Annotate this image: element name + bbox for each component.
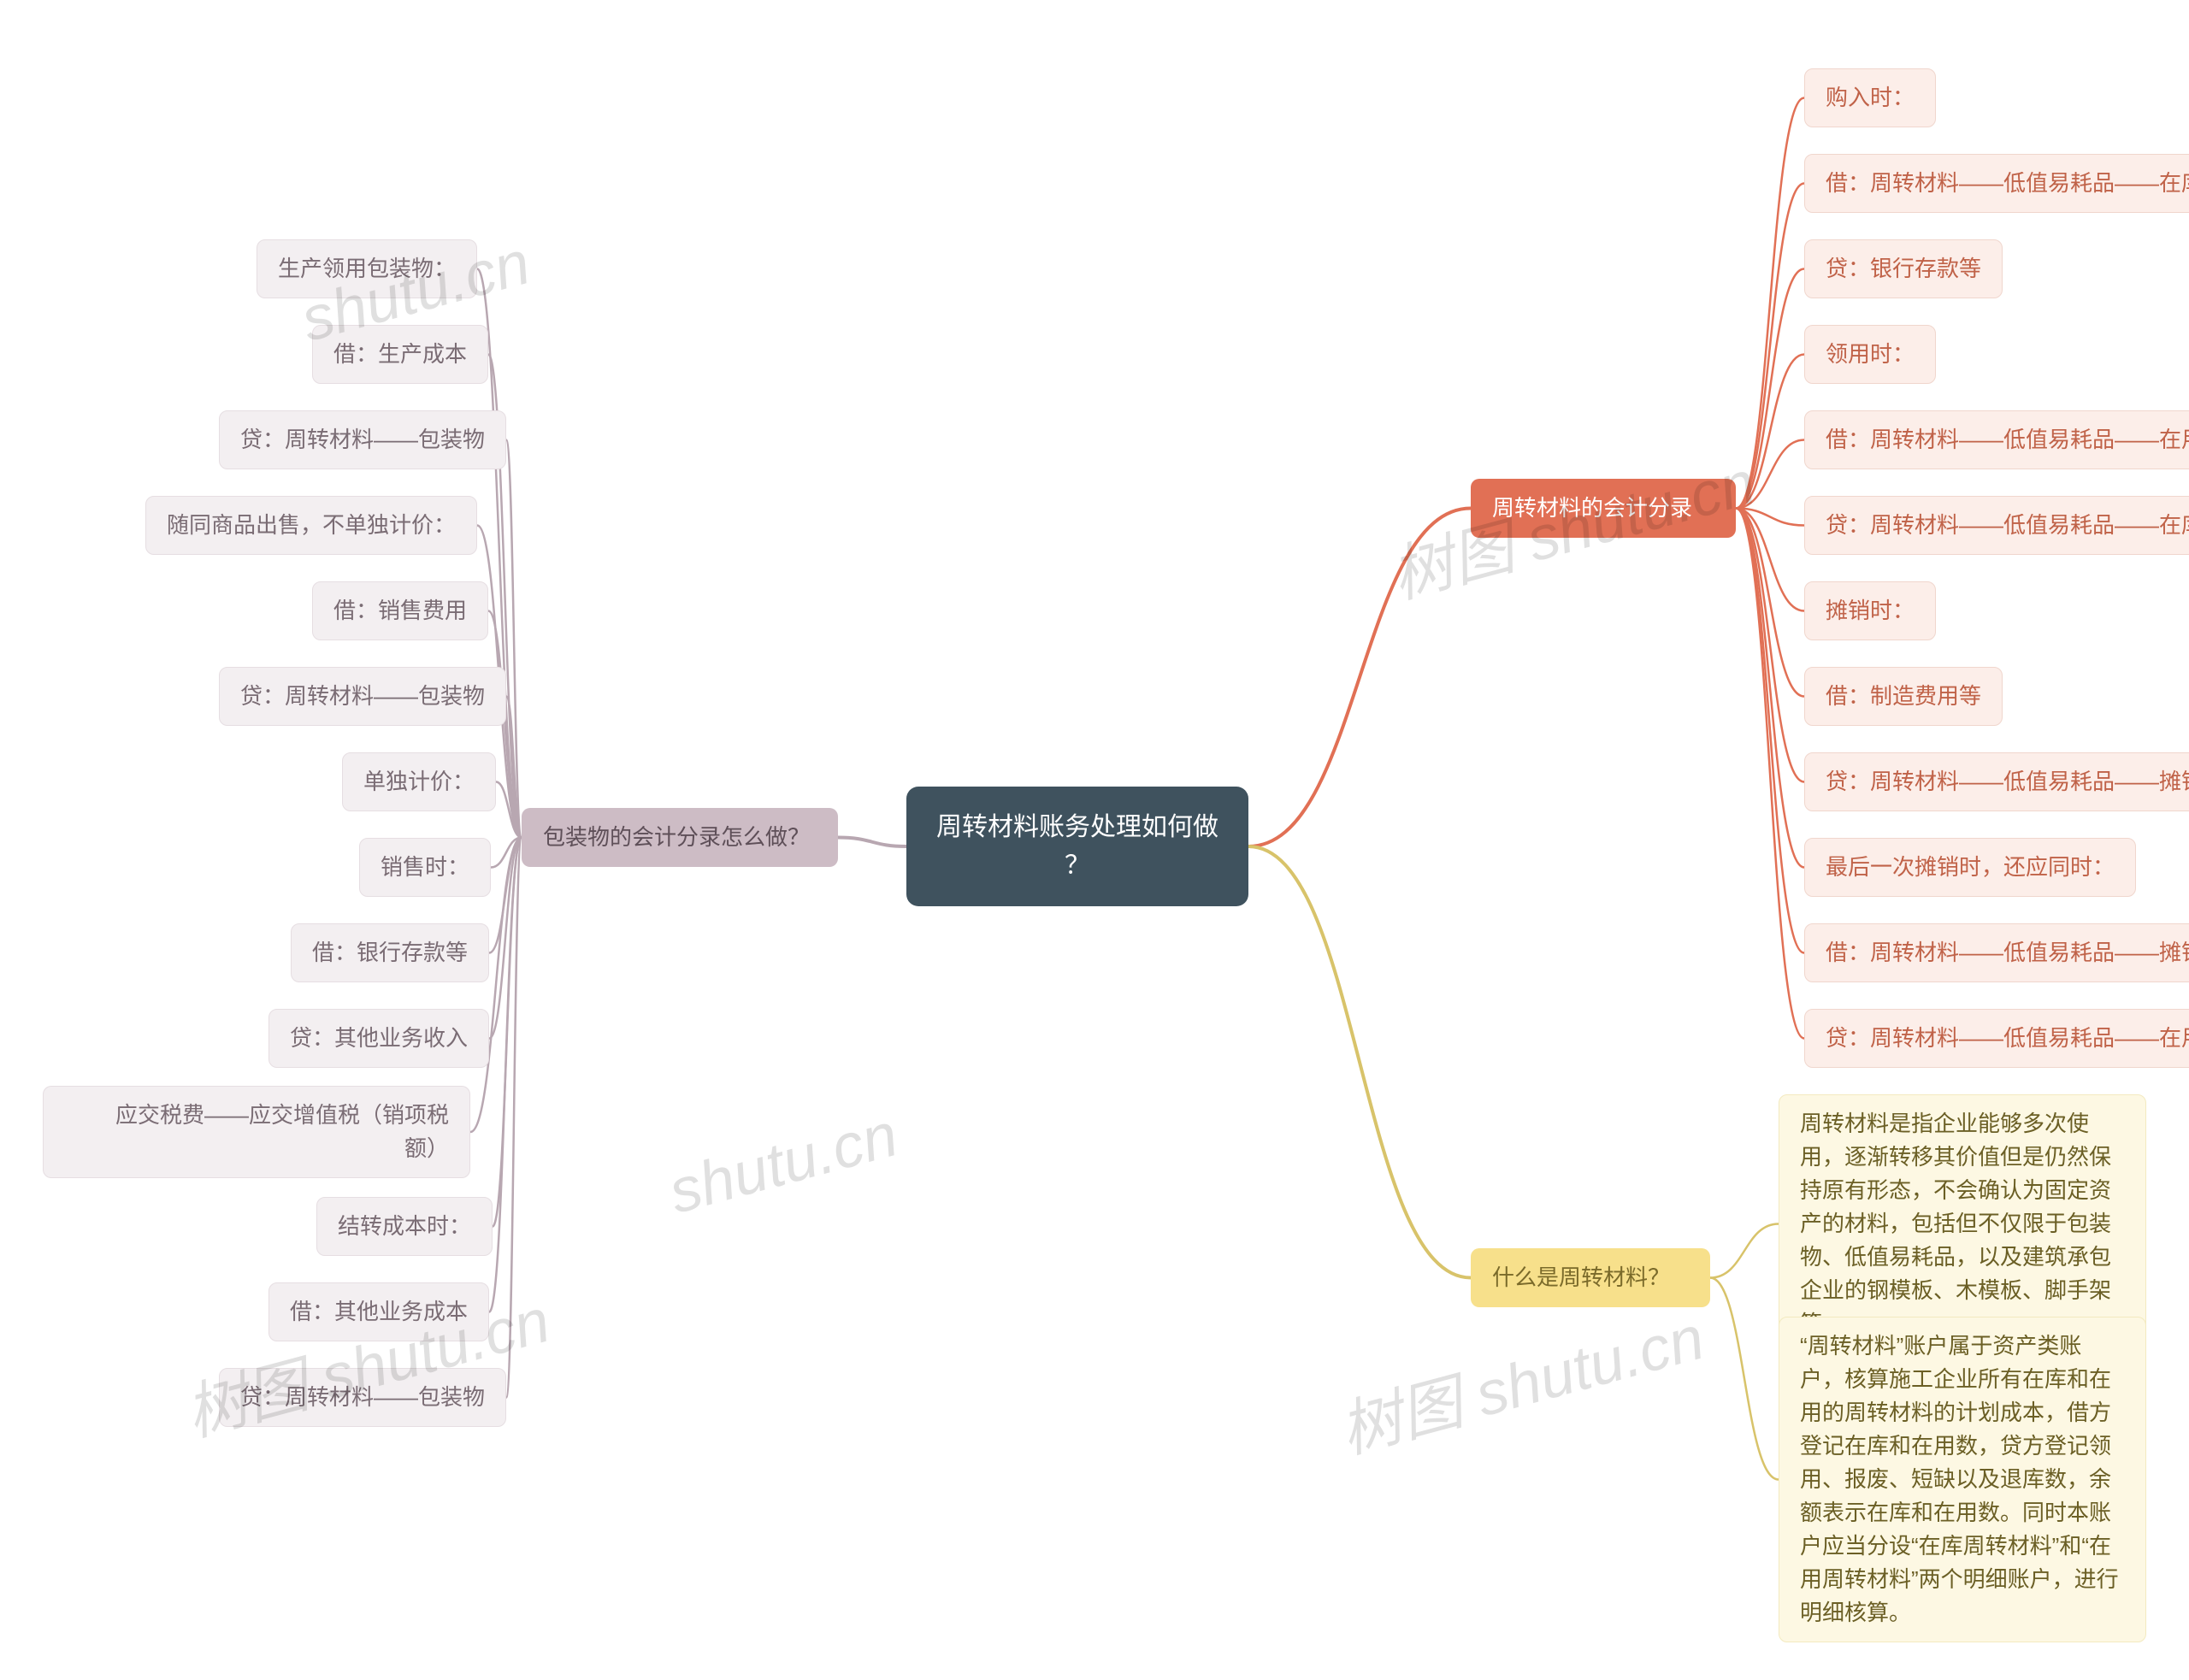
leaf-b1l5[interactable]: 借：周转材料——低值易耗品——在用 xyxy=(1804,410,2189,469)
mindmap-canvas: 周转材料账务处理如何做？ 周转材料的会计分录 购入时： 借：周转材料——低值易耗品——… xyxy=(0,0,2189,1680)
leaf-b1l11[interactable]: 借：周转材料——低值易耗品——摊销 xyxy=(1804,923,2189,982)
leaf-b1l12[interactable]: 贷：周转材料——低值易耗品——在用 xyxy=(1804,1009,2189,1068)
leaf-b1l1[interactable]: 购入时： xyxy=(1804,68,1936,127)
leaf-b3l7[interactable]: 单独计价： xyxy=(342,752,496,811)
leaf-b3l14[interactable]: 贷：周转材料——包装物 xyxy=(219,1368,506,1427)
leaf-b3l6[interactable]: 贷：周转材料——包装物 xyxy=(219,667,506,726)
leaf-b3l8[interactable]: 销售时： xyxy=(359,838,491,897)
leaf-b3l4[interactable]: 随同商品出售，不单独计价： xyxy=(145,496,477,555)
leaf-b1l6[interactable]: 贷：周转材料——低值易耗品——在库 xyxy=(1804,496,2189,555)
leaf-b3l12[interactable]: 结转成本时： xyxy=(316,1197,493,1256)
leaf-b2l2[interactable]: “周转材料”账户属于资产类账户，核算施工企业所有在库和在用的周转材料的计划成本，… xyxy=(1779,1317,2146,1642)
leaf-b1l7[interactable]: 摊销时： xyxy=(1804,581,1936,640)
leaf-b3l11[interactable]: 应交税费——应交增值税（销项税额） xyxy=(43,1086,470,1178)
leaf-b1l8[interactable]: 借：制造费用等 xyxy=(1804,667,2003,726)
leaf-b3l1[interactable]: 生产领用包装物： xyxy=(257,239,477,298)
watermark: 树图 shutu.cn xyxy=(1329,1287,1713,1470)
watermark: shutu.cn xyxy=(662,1099,905,1228)
leaf-b1l2[interactable]: 借：周转材料——低值易耗品——在库 xyxy=(1804,154,2189,213)
root-node[interactable]: 周转材料账务处理如何做？ xyxy=(906,787,1248,906)
leaf-b3l10[interactable]: 贷：其他业务收入 xyxy=(268,1009,489,1068)
leaf-b3l2[interactable]: 借：生产成本 xyxy=(312,325,488,384)
leaf-b3l5[interactable]: 借：销售费用 xyxy=(312,581,488,640)
branch-b3[interactable]: 包装物的会计分录怎么做？ xyxy=(522,808,838,867)
leaf-b3l13[interactable]: 借：其他业务成本 xyxy=(268,1282,489,1341)
leaf-b1l9[interactable]: 贷：周转材料——低值易耗品——摊销 xyxy=(1804,752,2189,811)
leaf-b2l1[interactable]: 周转材料是指企业能够多次使用，逐渐转移其价值但是仍然保持原有形态，不会确认为固定… xyxy=(1779,1094,2146,1353)
leaf-b3l9[interactable]: 借：银行存款等 xyxy=(291,923,489,982)
leaf-b1l4[interactable]: 领用时： xyxy=(1804,325,1936,384)
leaf-b3l3[interactable]: 贷：周转材料——包装物 xyxy=(219,410,506,469)
branch-b2[interactable]: 什么是周转材料？ xyxy=(1471,1248,1710,1307)
leaf-b1l3[interactable]: 贷：银行存款等 xyxy=(1804,239,2003,298)
leaf-b1l10[interactable]: 最后一次摊销时，还应同时： xyxy=(1804,838,2136,897)
branch-b1[interactable]: 周转材料的会计分录 xyxy=(1471,479,1736,538)
